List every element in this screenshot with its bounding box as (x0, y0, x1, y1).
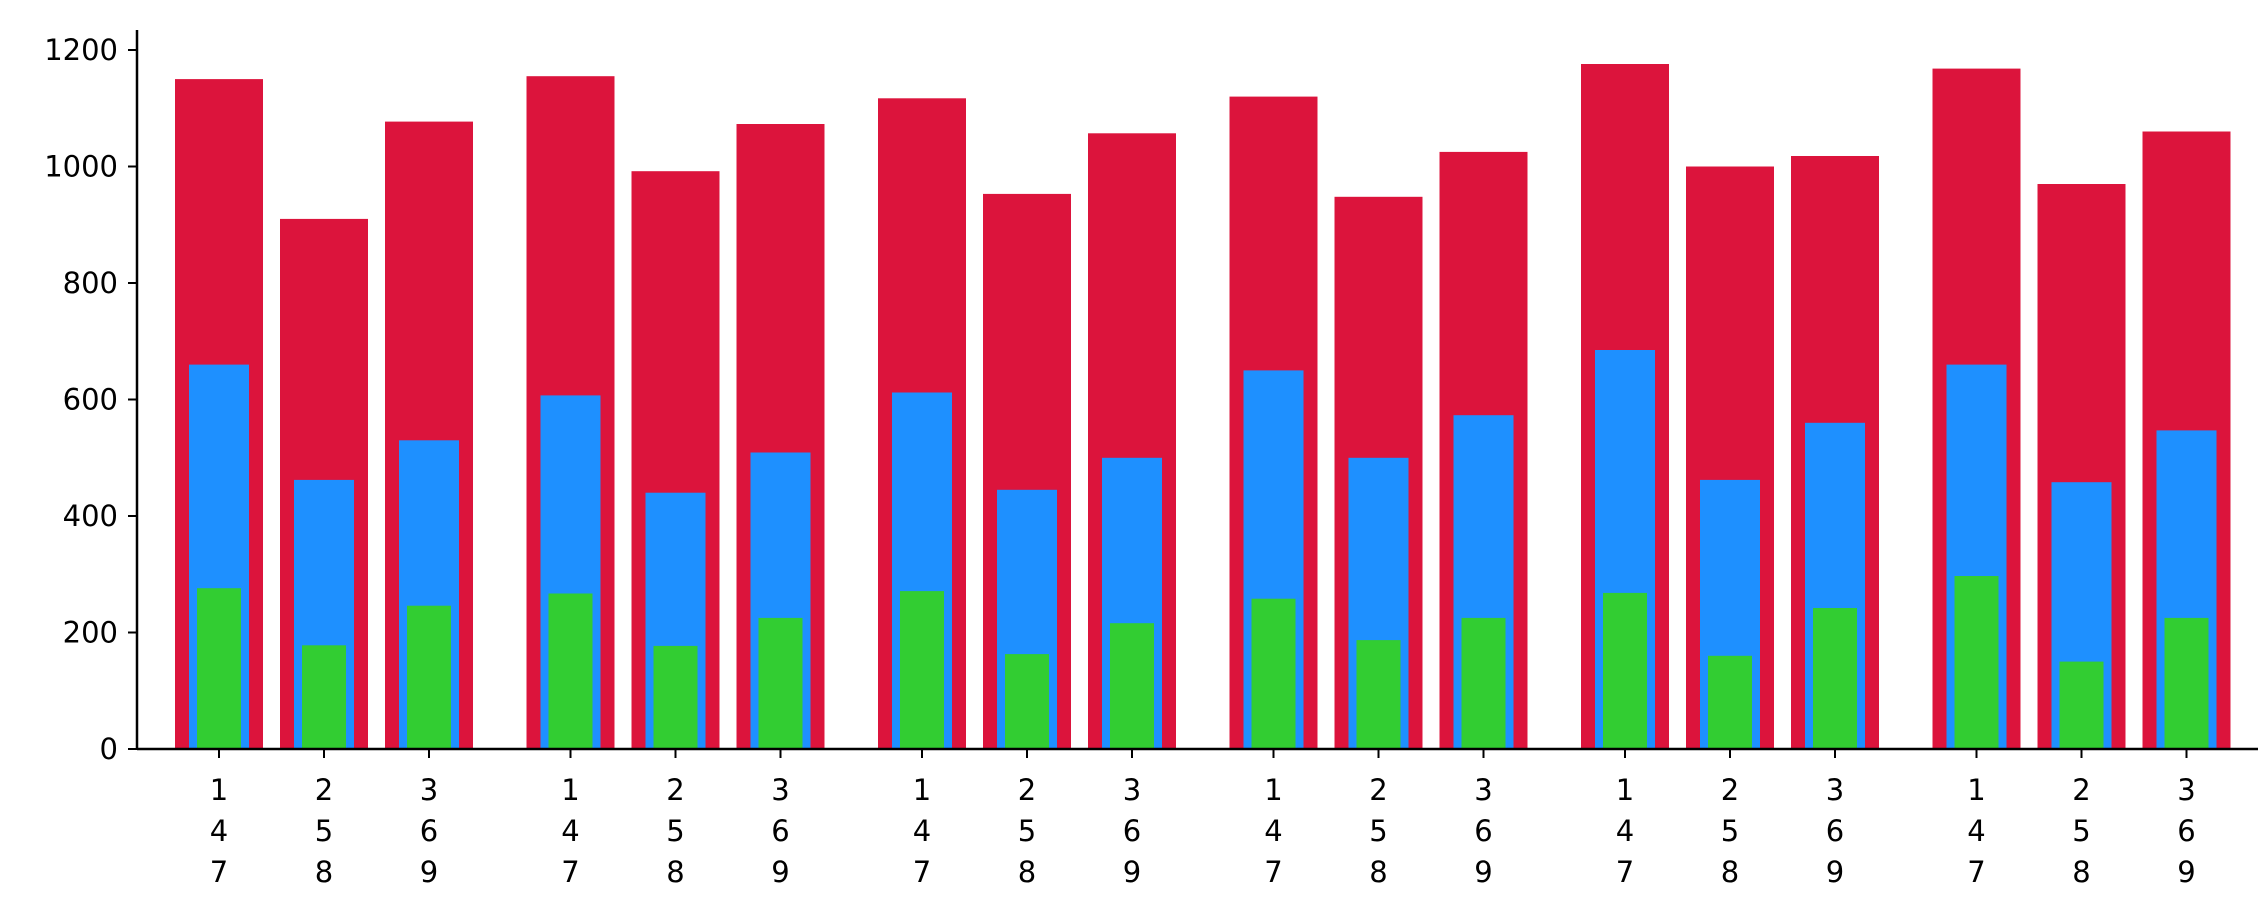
bar-series3-group4-cat3 (1461, 617, 1506, 749)
bar-series3-group1-cat1 (197, 588, 241, 749)
y-tick-label: 0 (100, 732, 118, 766)
y-tick-label: 200 (63, 616, 118, 650)
bar-series3-group5-cat3 (1813, 608, 1857, 749)
y-tick-label: 1200 (44, 33, 118, 67)
bar-series3-group5-cat1 (1603, 592, 1647, 749)
y-tick-label: 400 (63, 499, 118, 533)
bar-series3-group1-cat2 (302, 645, 346, 749)
bar-series3-group5-cat2 (1708, 655, 1752, 749)
bar-series3-group3-cat3 (1110, 623, 1154, 749)
bar-series3-group3-cat1 (900, 591, 944, 749)
bar-series3-group2-cat3 (758, 617, 803, 749)
bar-series3-group2-cat1 (548, 593, 593, 749)
bar-series3-group1-cat3 (407, 605, 451, 749)
y-tick-label: 800 (63, 266, 118, 300)
bar-series3-group3-cat2 (1005, 654, 1049, 749)
bar-series3-group4-cat1 (1251, 598, 1296, 749)
bar-series3-group6-cat1 (1954, 576, 1999, 749)
bars-layer (175, 64, 2231, 750)
bar-series3-group6-cat2 (2059, 661, 2104, 749)
x-ticks-layer: 1 4 7 2 5 8 3 6 9 1 4 7 2 5 8 3 6 9 1 4 7 2 5 8 3 6 9 1 4 7 2 5 8 3 6 9 1 4 7 2… (210, 749, 2196, 889)
y-tick-label: 1000 (44, 150, 118, 184)
y-tick-label: 600 (63, 383, 118, 417)
bar-series3-group2-cat2 (653, 645, 698, 749)
axes-layer (135, 30, 2258, 751)
y-ticks-layer: 0 200 400 600 800 1000 1200 (44, 33, 137, 766)
bar-series3-group6-cat3 (2164, 617, 2209, 749)
bar-series3-group4-cat2 (1356, 640, 1401, 749)
